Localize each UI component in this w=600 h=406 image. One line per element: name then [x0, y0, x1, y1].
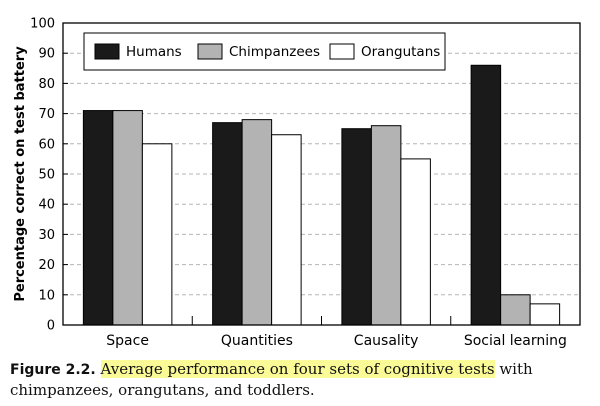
bar-humans-causality	[341, 128, 372, 326]
bar-humans-quantities	[212, 122, 243, 326]
y-tick-label-30: 30	[38, 228, 55, 243]
bars	[82, 64, 561, 326]
legend-swatch-orangutans	[329, 43, 355, 60]
y-tick-label-0: 0	[47, 319, 55, 334]
bar-chimpanzees-space	[112, 110, 143, 326]
bar-orangutans-space	[141, 143, 173, 326]
figure-caption: Figure 2.2. Average performance on four …	[10, 359, 595, 400]
y-tick-label-100: 100	[30, 17, 55, 32]
x-tick-label-causality: Causality	[354, 333, 419, 349]
bar-chimpanzees-causality	[370, 125, 402, 326]
y-tick-label-40: 40	[38, 198, 55, 213]
bar-humans-space	[82, 110, 114, 326]
y-tick-label-90: 90	[38, 47, 55, 62]
caption-label: Figure 2.2.	[10, 362, 96, 378]
bar-chimpanzees-quantities	[241, 119, 273, 326]
legend-box	[83, 32, 446, 71]
y-axis: 0 10 20 30 40 50 60 70 80 90 100	[30, 17, 68, 334]
caption-text: with chimpanzees, orangutans, and toddle…	[10, 360, 533, 399]
x-tick-label-social-learning: Social learning	[464, 333, 567, 349]
y-tick-label-60: 60	[38, 137, 55, 152]
bar-orangutans-causality	[400, 158, 431, 326]
y-tick-label-70: 70	[38, 107, 55, 122]
x-tick-label-space: Space	[106, 333, 149, 349]
legend-label-chimpanzees: Chimpanzees	[229, 44, 320, 60]
bar-humans-social-learning	[470, 64, 502, 326]
legend-swatch-chimpanzees	[197, 43, 223, 60]
y-tick-label-10: 10	[38, 288, 55, 303]
caption-highlighted-text: Average performance on four sets of cogn…	[100, 360, 495, 378]
bar-orangutans-social-learning	[529, 303, 561, 326]
legend-label-orangutans: Orangutans	[361, 44, 440, 60]
bar-chimpanzees-social-learning	[500, 294, 531, 326]
x-axis: Space Quantities Causality Social learning	[106, 316, 567, 349]
y-tick-label-20: 20	[38, 258, 55, 273]
y-tick-label-80: 80	[38, 77, 55, 92]
legend-swatch-humans	[94, 43, 120, 60]
legend: Humans Chimpanzees Orangutans	[83, 32, 446, 71]
y-tick-label-50: 50	[38, 168, 55, 183]
y-axis-label: Percentage correct on test battery	[13, 46, 28, 302]
legend-label-humans: Humans	[126, 44, 182, 60]
x-tick-label-quantities: Quantities	[221, 333, 293, 349]
bar-orangutans-quantities	[271, 134, 302, 326]
